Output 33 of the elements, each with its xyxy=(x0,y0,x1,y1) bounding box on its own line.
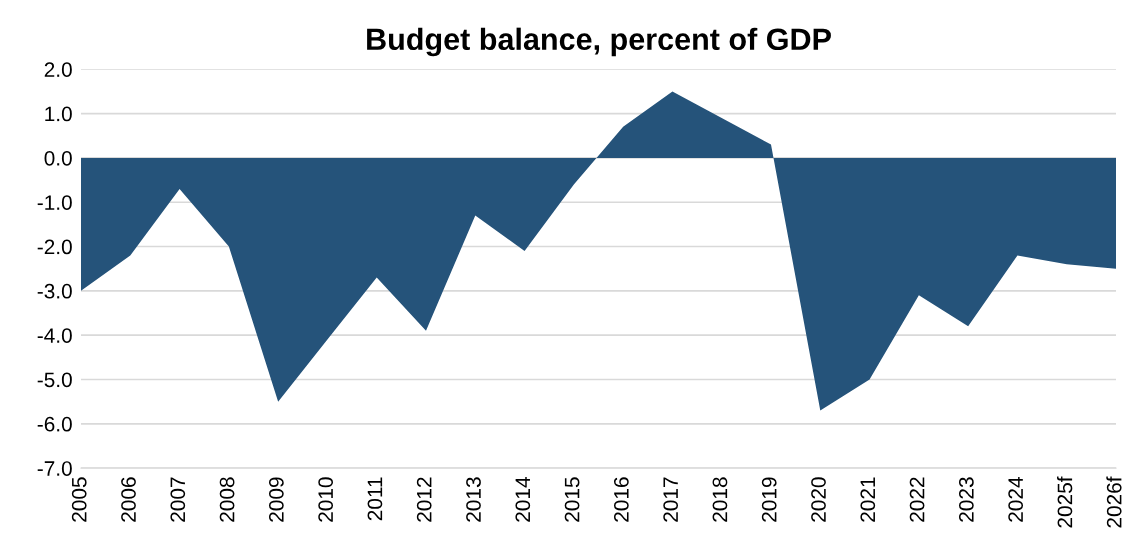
x-tick-label: 2007 xyxy=(170,477,186,522)
x-tick-label: 2009 xyxy=(268,477,284,522)
x-tick-label: 2022 xyxy=(909,477,925,522)
y-tick-label: -3.0 xyxy=(37,283,72,299)
chart-title: Budget balance, percent of GDP xyxy=(367,27,831,57)
x-tick-label: 2026f xyxy=(1106,476,1122,528)
x-tick-label: 2016 xyxy=(613,477,629,522)
x-tick-label: 2023 xyxy=(958,477,974,522)
y-tick-label: -1.0 xyxy=(37,195,72,210)
x-tick-label: 2010 xyxy=(318,477,334,522)
x-tick-label: 2018 xyxy=(712,477,728,522)
x-tick-label: 2008 xyxy=(219,477,235,522)
x-tick-label: 2014 xyxy=(515,477,531,522)
x-tick-label: 2005 xyxy=(71,477,87,522)
y-tick-label: -5.0 xyxy=(37,372,72,388)
x-tick-label: 2024 xyxy=(1008,477,1024,522)
x-tick-label: 2025f xyxy=(1057,476,1073,528)
x-tick-label: 2013 xyxy=(466,477,481,522)
y-tick-label: -7.0 xyxy=(37,461,72,476)
x-tick-label: 2012 xyxy=(416,477,432,522)
x-tick-label: 2019 xyxy=(761,477,777,522)
x-tick-label: 2021 xyxy=(860,477,876,522)
x-tick-label: 2015 xyxy=(564,477,580,522)
y-tick-label: -6.0 xyxy=(37,416,72,432)
x-tick-label: 2017 xyxy=(663,477,679,522)
x-tick-label: 2011 xyxy=(367,477,383,521)
y-tick-label: -2.0 xyxy=(37,239,72,255)
y-tick-label: 0.0 xyxy=(44,150,72,166)
x-tick-label: 2006 xyxy=(121,477,136,522)
y-tick-label: -4.0 xyxy=(37,328,72,343)
y-tick-label: 1.0 xyxy=(45,106,72,122)
x-tick-label: 2020 xyxy=(811,477,826,522)
y-tick-label: 2.0 xyxy=(44,62,72,77)
